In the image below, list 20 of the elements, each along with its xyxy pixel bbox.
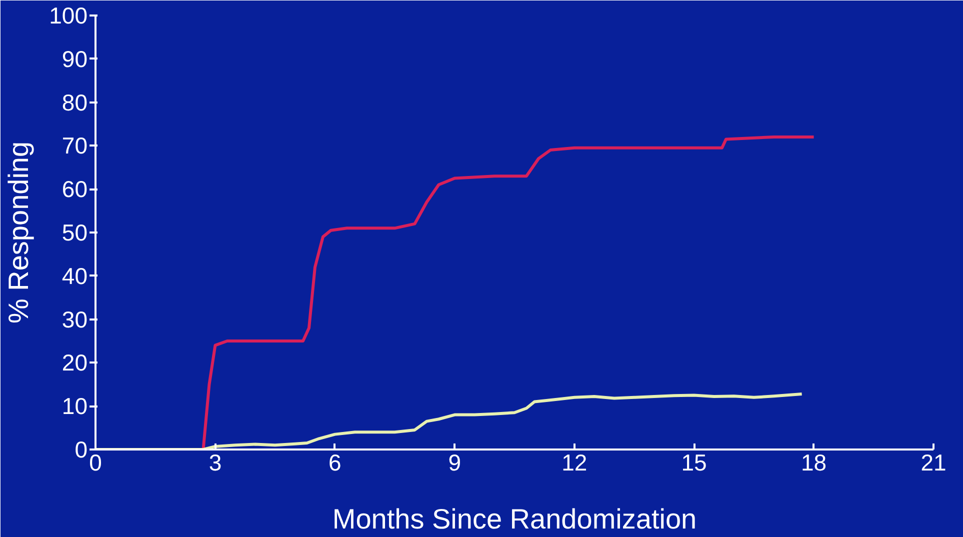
x-tick-label: 6 <box>328 450 342 476</box>
y-tick-label: 70 <box>62 132 88 159</box>
y-tick-label: 20 <box>62 350 88 376</box>
x-tick-label: 21 <box>920 450 946 476</box>
x-axis-title: Months Since Randomization <box>332 504 697 534</box>
y-tick-label: 80 <box>62 89 88 116</box>
y-tick-label: 10 <box>62 393 88 420</box>
x-tick-label: 12 <box>562 450 588 476</box>
y-axis-title: % Responding <box>3 141 34 324</box>
y-tick-label: 100 <box>49 2 88 28</box>
y-tick-label: 50 <box>62 220 88 246</box>
y-tick-label: 30 <box>62 306 88 332</box>
x-tick-label: 18 <box>800 450 827 476</box>
y-tick-label: 60 <box>62 176 88 202</box>
y-tick-label: 40 <box>62 262 88 289</box>
y-tick-label: 90 <box>62 46 88 72</box>
x-tick-label: 3 <box>208 450 222 476</box>
x-tick-label: 15 <box>681 450 707 476</box>
line-series <box>96 392 804 450</box>
x-tick-label: 9 <box>448 450 462 476</box>
